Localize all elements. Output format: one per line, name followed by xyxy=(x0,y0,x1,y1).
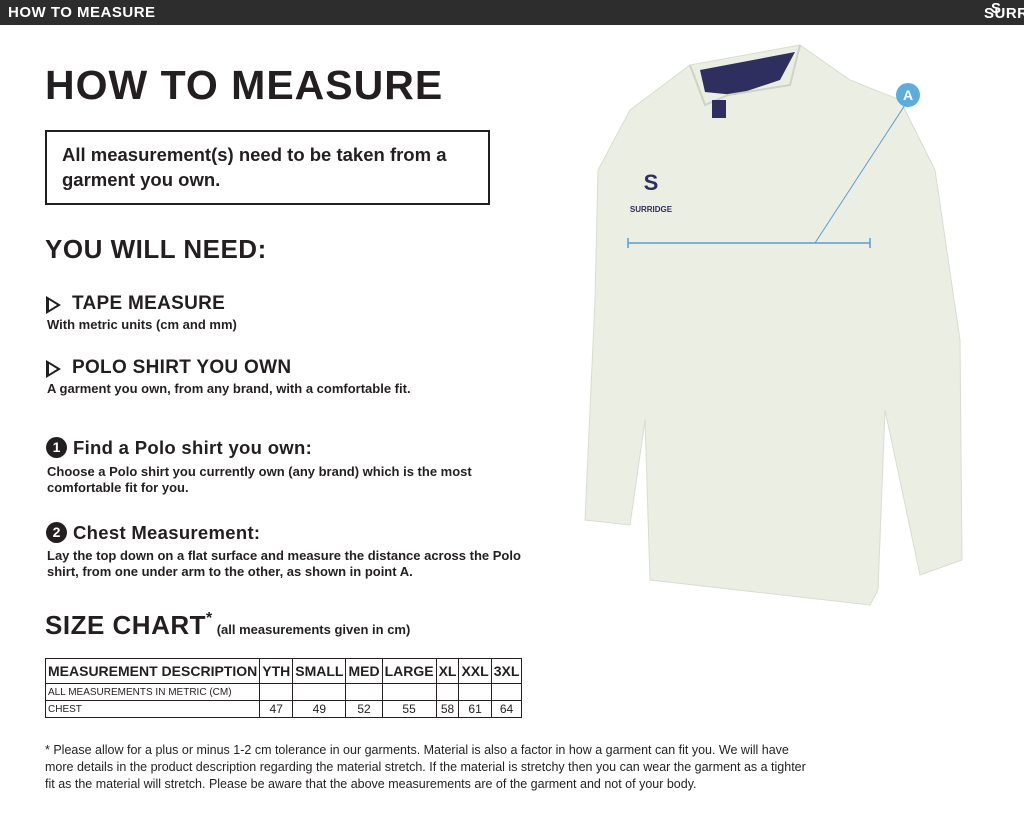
cell xyxy=(381,683,437,701)
cell xyxy=(458,683,492,701)
bullet-icon xyxy=(46,296,61,314)
cell: 49 xyxy=(292,700,347,718)
header-cell: XXL xyxy=(458,658,492,684)
step-title: Find a Polo shirt you own: xyxy=(73,437,313,458)
logo-mark: S xyxy=(644,170,659,195)
cell: 64 xyxy=(490,700,523,718)
item-title: TAPE MEASURE xyxy=(72,293,226,314)
step-desc: Choose a Polo shirt you currently own (a… xyxy=(47,464,472,495)
shirt-body xyxy=(584,44,963,606)
item-desc: With metric units (cm and mm) xyxy=(47,317,237,332)
cell xyxy=(345,683,383,701)
asterisk: * xyxy=(206,610,213,627)
step-title: Chest Measurement: xyxy=(73,522,261,543)
cell: 61 xyxy=(458,700,492,718)
brand-name: SURRIDGE xyxy=(984,5,1024,22)
needs-heading: YOU WILL NEED: xyxy=(45,234,267,264)
header-cell: LARGE xyxy=(381,658,437,684)
header-cell: 3XL xyxy=(490,658,523,684)
header-cell: MEASUREMENT DESCRIPTION xyxy=(44,658,261,684)
size-table: MEASUREMENT DESCRIPTION YTH SMALL MED LARGE X… xyxy=(44,658,523,718)
pointer-line xyxy=(814,104,906,244)
step-number: 2 xyxy=(46,522,67,543)
collar-inner xyxy=(700,52,795,95)
notice-box: All measurement(s) need to be taken from… xyxy=(45,130,490,205)
shirt-logo: SURRIDGE xyxy=(630,205,673,214)
cell: CHEST xyxy=(44,700,261,718)
cell xyxy=(435,683,460,701)
header-cell: MED xyxy=(345,658,383,684)
placket xyxy=(712,100,726,118)
step-desc: Lay the top down on a flat surface and m… xyxy=(47,548,521,579)
footnote: * Please allow for a plus or minus 1-2 c… xyxy=(45,743,806,791)
heading: SIZE CHART xyxy=(45,610,206,640)
cell xyxy=(490,683,523,701)
cell: 52 xyxy=(345,700,383,718)
cell: 55 xyxy=(381,700,437,718)
shirt-illustration: S SURRIDGE A xyxy=(584,44,963,606)
header-row: MEASUREMENT DESCRIPTION YTH SMALL MED LARGE X… xyxy=(44,658,523,684)
header-cell: XL xyxy=(435,658,460,684)
item-title: POLO SHIRT YOU OWN xyxy=(72,357,292,378)
item-desc: A garment you own, from any brand, with … xyxy=(47,381,411,396)
bullet-icon xyxy=(46,360,61,378)
bar-title: HOW TO MEASURE xyxy=(8,4,156,21)
note: (all measurements given in cm) xyxy=(216,622,411,637)
cell xyxy=(259,683,294,701)
cell: 58 xyxy=(435,700,460,718)
data-row: CHEST 47 49 52 55 58 61 64 xyxy=(44,700,523,718)
point-badge xyxy=(896,83,920,107)
header-cell: YTH xyxy=(259,658,294,684)
cell: ALL MEASUREMENTS IN METRIC (CM) xyxy=(44,683,261,701)
step-number: 1 xyxy=(46,437,67,458)
collar xyxy=(689,44,801,107)
header-cell: SMALL xyxy=(292,658,347,684)
title: HOW TO MEASURE xyxy=(45,62,444,108)
cell: 47 xyxy=(259,700,294,718)
size-chart-heading: SIZE CHART* (all measurements given in c… xyxy=(45,610,410,641)
sub-row: ALL MEASUREMENTS IN METRIC (CM) xyxy=(44,683,523,701)
cell xyxy=(292,683,347,701)
point-label: A xyxy=(903,87,913,103)
